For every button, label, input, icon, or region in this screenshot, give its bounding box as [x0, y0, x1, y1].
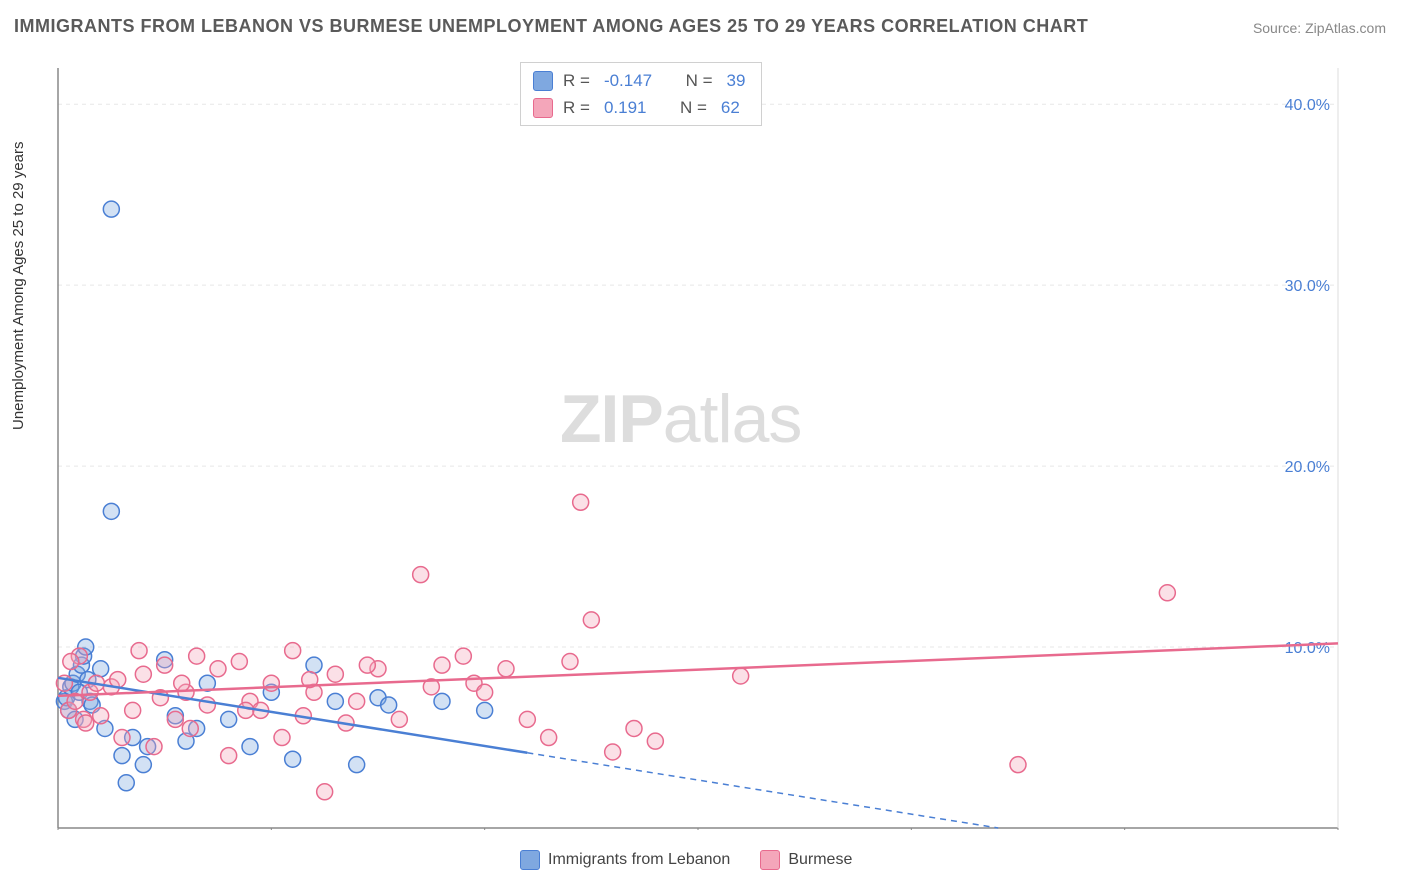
series-legend-label: Immigrants from Lebanon: [548, 851, 730, 869]
svg-text:10.0%: 10.0%: [1285, 640, 1330, 657]
svg-text:20.0%: 20.0%: [1285, 459, 1330, 476]
y-axis-label: Unemployment Among Ages 25 to 29 years: [10, 141, 27, 430]
svg-text:40.0%: 40.0%: [1285, 97, 1330, 114]
source-prefix: Source:: [1253, 20, 1305, 36]
legend-swatch: [760, 850, 780, 870]
legend-n-value: 39: [727, 67, 746, 94]
source-attribution: Source: ZipAtlas.com: [1253, 20, 1386, 36]
correlation-legend: R = -0.147 N = 39 R = 0.191 N = 62: [520, 62, 762, 126]
series-legend: Immigrants from Lebanon Burmese: [520, 850, 852, 870]
source-link[interactable]: ZipAtlas.com: [1305, 20, 1386, 36]
series-legend-item: Immigrants from Lebanon: [520, 850, 730, 870]
legend-n-label: N =: [680, 94, 707, 121]
legend-r-value: 0.191: [604, 94, 647, 121]
svg-text:30.0%: 30.0%: [1285, 278, 1330, 295]
plot-svg: 10.0%20.0%30.0%40.0%0.0%60.0%: [50, 60, 1350, 830]
scatter-plot: 10.0%20.0%30.0%40.0%0.0%60.0%: [50, 60, 1350, 830]
legend-row: R = 0.191 N = 62: [533, 94, 749, 121]
chart-title: IMMIGRANTS FROM LEBANON VS BURMESE UNEMP…: [14, 16, 1088, 37]
legend-swatch: [533, 71, 553, 91]
legend-n-value: 62: [721, 94, 740, 121]
series-legend-item: Burmese: [760, 850, 852, 870]
legend-swatch: [533, 98, 553, 118]
legend-n-label: N =: [686, 67, 713, 94]
legend-r-value: -0.147: [604, 67, 652, 94]
legend-row: R = -0.147 N = 39: [533, 67, 749, 94]
legend-r-label: R =: [563, 94, 590, 121]
legend-swatch: [520, 850, 540, 870]
legend-r-label: R =: [563, 67, 590, 94]
series-legend-label: Burmese: [788, 851, 852, 869]
